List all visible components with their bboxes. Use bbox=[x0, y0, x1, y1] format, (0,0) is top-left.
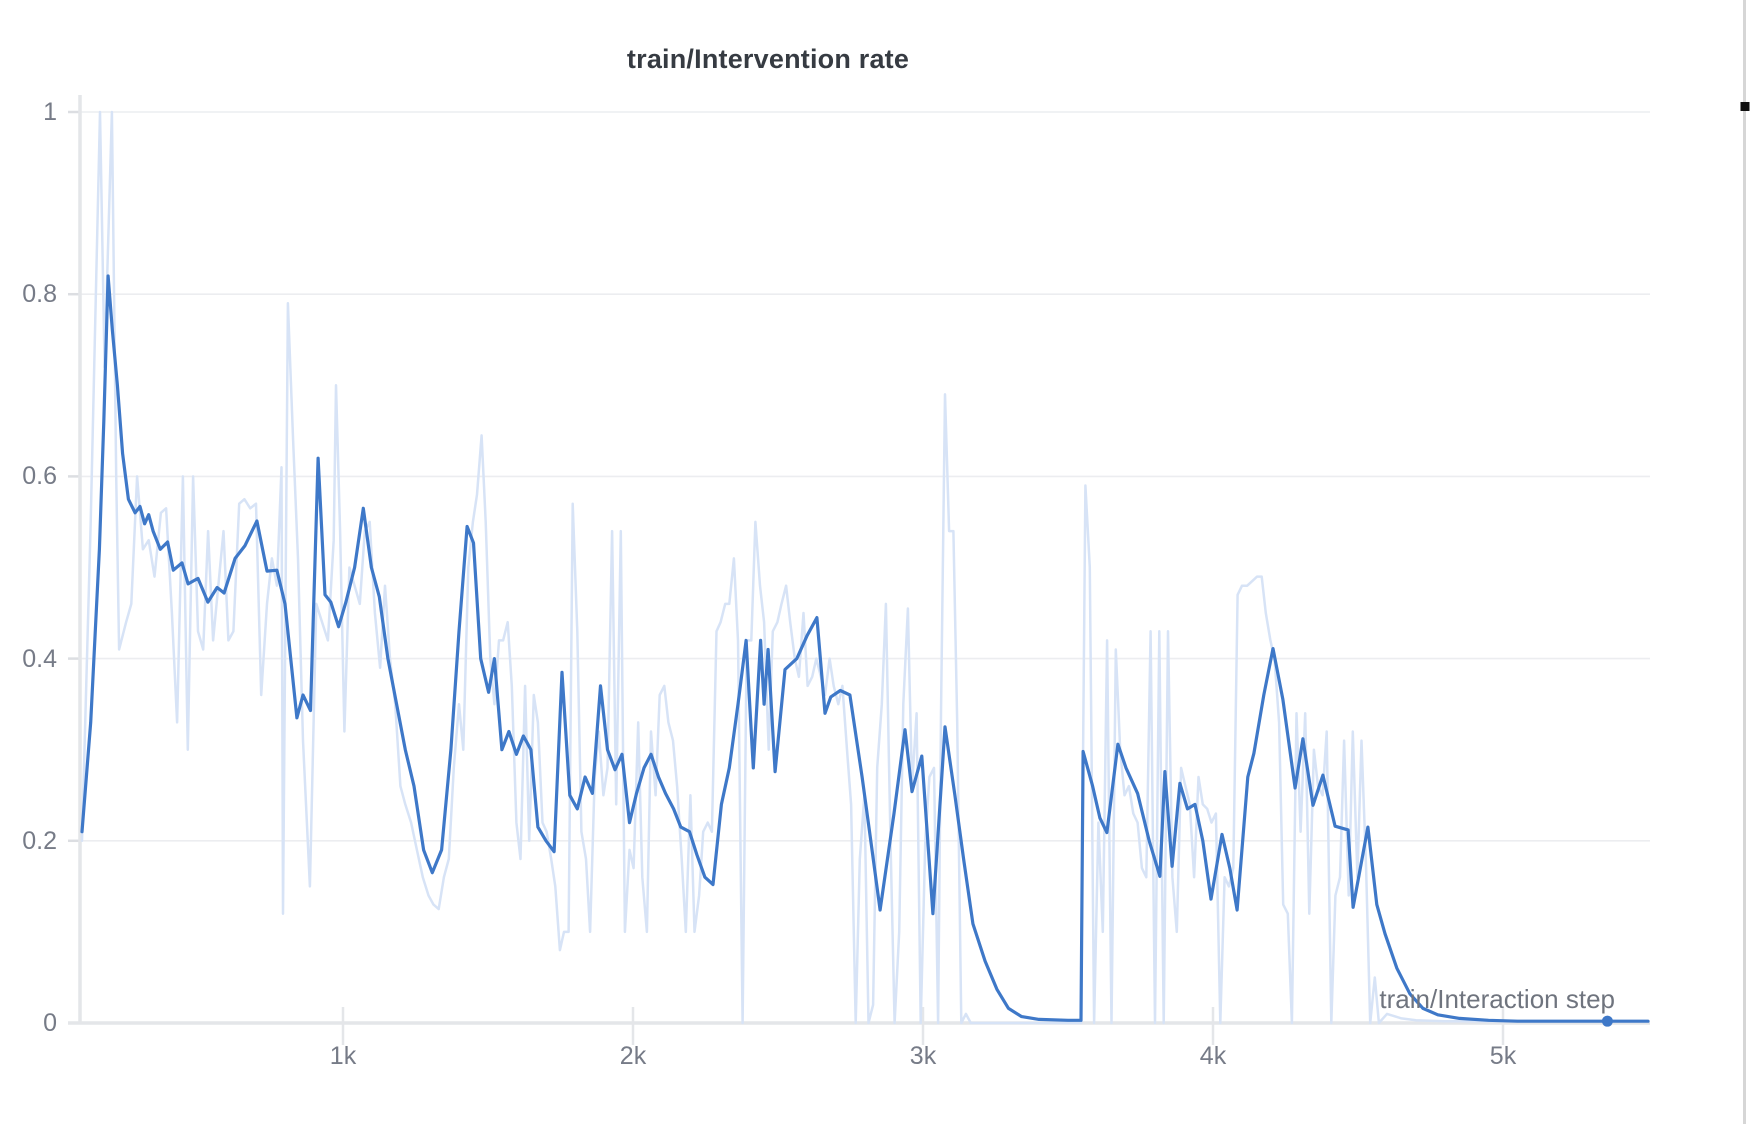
y-tick-label: 1 bbox=[43, 98, 57, 126]
series-end-point[interactable] bbox=[1601, 1015, 1613, 1027]
y-tick-label: 0 bbox=[43, 1009, 57, 1037]
x-axis-label: train/Interaction step bbox=[1379, 984, 1615, 1014]
smoothed-series-line bbox=[80, 274, 1650, 1023]
x-tick-label: 3k bbox=[909, 1042, 937, 1070]
y-tick-label: 0.4 bbox=[22, 644, 57, 673]
panel-resize-handle[interactable] bbox=[1740, 102, 1750, 111]
y-tick-label: 0.6 bbox=[22, 462, 57, 491]
y-tick-label: 0.2 bbox=[22, 826, 57, 855]
x-tick-label: 2k bbox=[619, 1042, 647, 1070]
raw-series-line bbox=[80, 110, 1650, 1025]
x-tick-label: 1k bbox=[329, 1042, 357, 1070]
x-tick-label: 5k bbox=[1489, 1042, 1517, 1070]
chart-title: train/Intervention rate bbox=[626, 44, 910, 74]
y-tick-label: 0.8 bbox=[22, 280, 57, 309]
x-tick-label: 4k bbox=[1199, 1042, 1227, 1070]
